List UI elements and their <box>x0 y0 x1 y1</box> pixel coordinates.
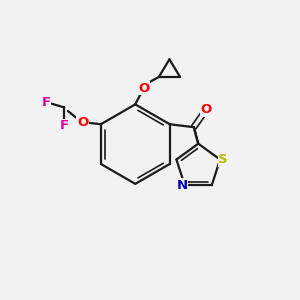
Text: F: F <box>60 119 69 132</box>
Text: O: O <box>77 116 88 129</box>
Text: F: F <box>41 96 51 109</box>
Text: N: N <box>176 179 188 192</box>
Text: O: O <box>138 82 149 95</box>
Text: S: S <box>218 153 228 166</box>
Text: O: O <box>201 103 212 116</box>
